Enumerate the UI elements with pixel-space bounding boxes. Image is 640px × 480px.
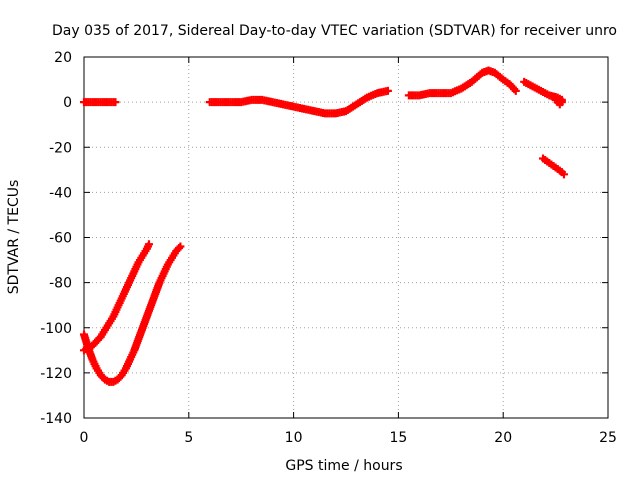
x-tick-label: 10 [285,430,303,446]
series-seg-h [539,154,568,179]
chart-title: Day 035 of 2017, Sidereal Day-to-day VTE… [52,23,617,39]
series-seg-d [205,86,392,118]
data-point [111,98,120,107]
x-tick-label: 20 [494,430,512,446]
y-tick-label: 20 [54,50,72,66]
data-point [511,86,520,95]
data-point [383,86,392,95]
y-tick-label: 0 [63,95,72,111]
x-tick-label: 0 [80,430,89,446]
x-tick-label: 25 [599,430,617,446]
y-tick-label: -80 [49,276,72,292]
y-tick-label: -100 [40,321,72,337]
y-tick-label: -120 [40,366,72,382]
y-tick-label: -20 [49,140,72,156]
series-seg-a [80,98,120,107]
data-point-fill [175,244,184,253]
series-seg-c [80,242,185,386]
y-axis-title: SDTVAR / TECUs [6,180,22,295]
x-axis-title: GPS time / hours [285,458,402,474]
series-seg-e [404,66,520,100]
y-tick-label: -40 [49,185,72,201]
data-point [559,170,568,179]
x-tick-label: 5 [184,430,193,446]
grid-lines [84,57,608,418]
axis-ticks: 0 5 10 15 20 25 20 0 -20 -40 -60 -80 -100 -120 -140 [40,50,617,446]
series-seg-g [551,95,566,109]
data-point [557,98,566,107]
x-tick-label: 15 [389,430,407,446]
y-tick-label: -140 [40,411,72,427]
data-marks [80,66,568,386]
data-point [144,240,153,249]
data-point [176,242,185,251]
y-tick-label: -60 [49,231,72,247]
